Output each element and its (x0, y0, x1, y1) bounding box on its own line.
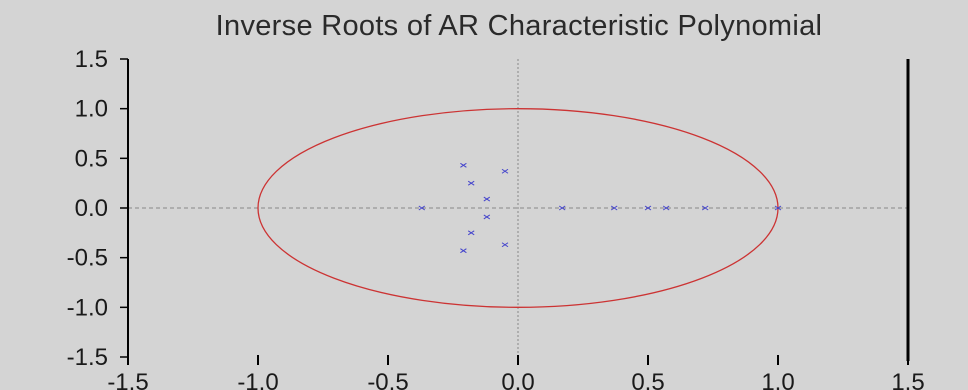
x-tick-label: -1.5 (107, 369, 148, 390)
root-marker (558, 205, 566, 211)
root-marker (460, 248, 467, 254)
y-tick-label: 0.5 (75, 145, 108, 172)
root-marker (501, 168, 509, 174)
x-tick-label: 1.5 (891, 369, 924, 390)
root-marker (644, 205, 652, 211)
y-tick-label: 1.5 (75, 46, 108, 73)
chart-title: Inverse Roots of AR Characteristic Polyn… (215, 10, 823, 42)
x-tick-label: 0.0 (501, 369, 534, 390)
y-tick-label: -0.5 (67, 245, 108, 272)
y-tick-label: 0.0 (75, 195, 108, 222)
root-marker (501, 242, 509, 248)
y-tick-label: -1.0 (67, 294, 108, 321)
root-marker (467, 180, 475, 186)
x-tick-label: 0.5 (631, 369, 664, 390)
root-marker (701, 205, 709, 211)
x-tick-label: -1.0 (237, 369, 278, 390)
x-tick-label: -0.5 (367, 369, 408, 390)
root-marker (483, 196, 491, 202)
y-tick-label: 1.0 (75, 96, 108, 123)
x-tick-label: 1.0 (761, 369, 794, 390)
root-marker (460, 162, 467, 168)
root-marker (774, 205, 782, 211)
root-marker (662, 205, 670, 211)
root-marker (418, 205, 426, 211)
root-marker (467, 230, 475, 236)
root-marker (483, 214, 491, 220)
y-tick-label: -1.5 (67, 344, 108, 371)
root-marker (610, 205, 618, 211)
